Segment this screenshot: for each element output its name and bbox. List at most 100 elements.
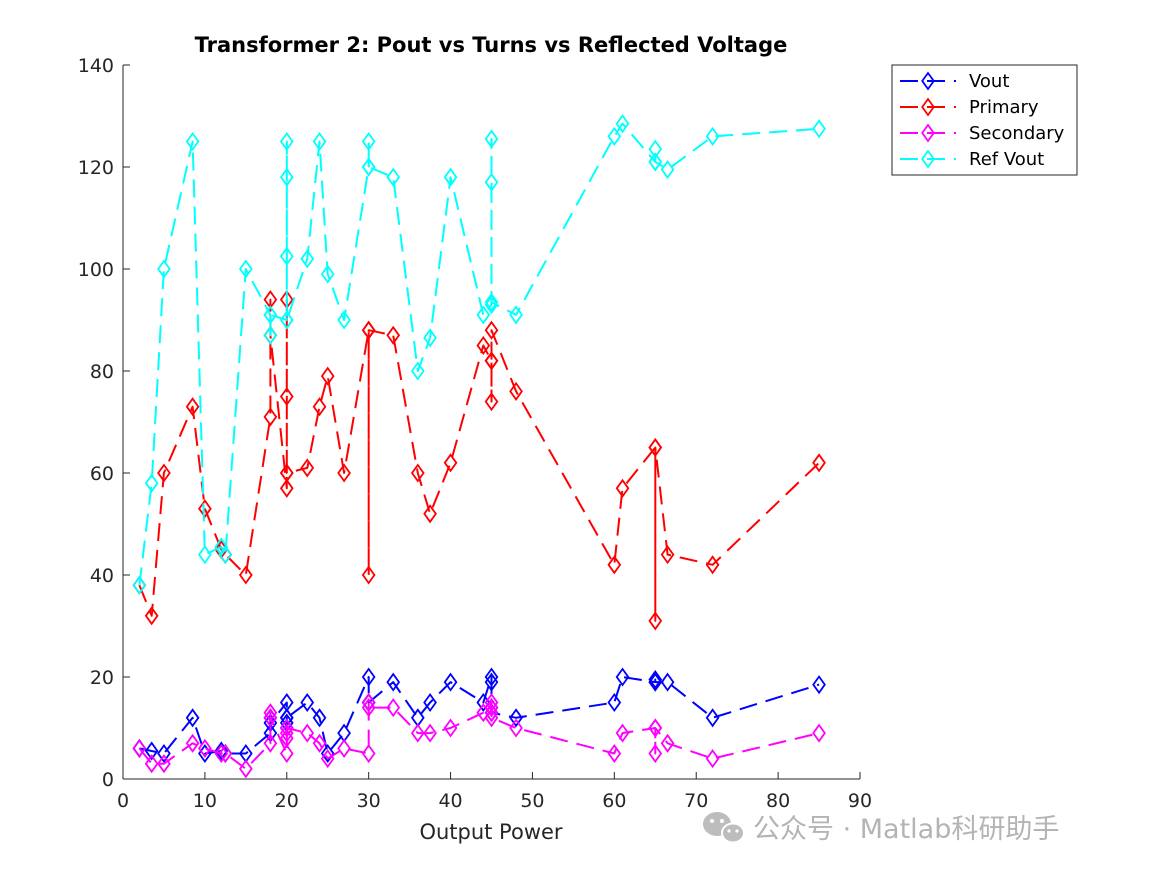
data-point: [263, 407, 278, 427]
data-point: [300, 458, 315, 478]
data-point: [263, 733, 278, 753]
legend-swatch-marker: [921, 149, 935, 169]
data-point: [812, 453, 826, 473]
data-point: [509, 381, 523, 401]
y-tick-label: 100: [78, 259, 114, 281]
data-point: [484, 708, 499, 728]
data-point: [279, 478, 294, 498]
x-axis-ticks: 0 10 20 30 40 50 60 70 80 90: [117, 772, 872, 812]
data-point: [263, 703, 278, 723]
data-point: [157, 463, 171, 483]
data-point: [484, 320, 499, 340]
y-tick-label: 0: [102, 769, 114, 791]
legend-swatch-marker: [921, 123, 935, 143]
data-point: [279, 463, 294, 483]
data-point: [144, 606, 159, 626]
data-point: [812, 119, 826, 139]
data-point: [648, 670, 663, 690]
data-point: [660, 545, 675, 565]
data-point: [812, 723, 826, 743]
x-tick-label: 40: [438, 790, 462, 812]
chart-title: Transformer 2: Pout vs Turns vs Reflecte…: [195, 33, 788, 57]
y-tick-label: 20: [90, 667, 114, 689]
data-point: [263, 305, 278, 325]
data-point: [509, 305, 523, 325]
x-tick-label: 50: [520, 790, 544, 812]
legend-label: Primary: [969, 97, 1039, 118]
data-point: [238, 565, 253, 585]
data-point: [386, 698, 401, 718]
legend: Vout Primary Secondary Ref Vout: [891, 64, 1078, 176]
data-point: [607, 743, 622, 764]
data-point: [484, 672, 499, 692]
series-ref-vout: [132, 114, 826, 595]
data-point: [705, 708, 720, 728]
data-point: [238, 259, 253, 279]
data-point: [484, 292, 499, 312]
data-point: [279, 167, 294, 187]
data-point: [157, 743, 171, 764]
data-point: [337, 463, 351, 483]
data-point: [648, 139, 663, 159]
data-point: [198, 499, 212, 519]
data-point: [607, 126, 622, 146]
data-point: [218, 545, 233, 565]
data-point: [198, 738, 212, 758]
data-point: [705, 126, 720, 146]
data-point: [615, 723, 630, 743]
data-point: [157, 259, 171, 279]
data-point: [157, 754, 171, 774]
data-point: [263, 708, 278, 728]
series-line: [138, 298, 820, 622]
data-point: [484, 172, 499, 192]
data-point: [443, 167, 458, 187]
legend-entry: Ref Vout: [900, 149, 1044, 170]
data-point: [144, 741, 159, 761]
data-point: [607, 555, 622, 575]
data-point: [386, 672, 401, 692]
data-point: [476, 335, 491, 356]
y-axis-ticks: 0 20 40 60 80 100 120 140: [78, 55, 130, 791]
data-point: [423, 723, 437, 743]
data-point: [361, 320, 376, 340]
data-point: [484, 295, 499, 315]
data-point: [361, 565, 376, 585]
data-point: [705, 749, 720, 769]
data-point: [144, 473, 159, 493]
y-tick-label: 140: [78, 55, 114, 77]
data-point: [648, 437, 663, 458]
data-point: [279, 718, 294, 738]
legend-entry: Secondary: [900, 123, 1065, 144]
x-tick-label: 90: [848, 790, 872, 812]
data-point: [312, 397, 327, 417]
data-point: [144, 754, 159, 774]
data-point: [386, 167, 401, 187]
data-point: [443, 453, 458, 473]
legend-swatch-marker: [921, 97, 935, 117]
data-point: [300, 249, 315, 269]
data-point: [198, 545, 212, 565]
data-point: [214, 537, 229, 557]
data-point: [648, 611, 663, 631]
data-point: [279, 246, 294, 266]
y-tick-label: 120: [78, 157, 114, 179]
data-point: [185, 131, 200, 152]
data-point: [423, 328, 437, 348]
data-point: [320, 743, 335, 764]
x-tick-label: 70: [684, 790, 708, 812]
data-point: [484, 698, 499, 718]
data-point: [263, 325, 278, 345]
data-point: [484, 392, 499, 412]
data-point: [423, 504, 437, 524]
data-point: [218, 743, 233, 764]
data-point: [476, 305, 491, 325]
data-point: [320, 749, 335, 769]
data-point: [185, 397, 200, 417]
series-secondary: [132, 692, 826, 779]
wechat-icon: [703, 812, 745, 844]
watermark: 公众号 · Matlab科研助手: [703, 812, 1059, 845]
legend-label: Ref Vout: [969, 149, 1044, 170]
data-point: [648, 152, 663, 172]
data-point: [484, 667, 499, 687]
